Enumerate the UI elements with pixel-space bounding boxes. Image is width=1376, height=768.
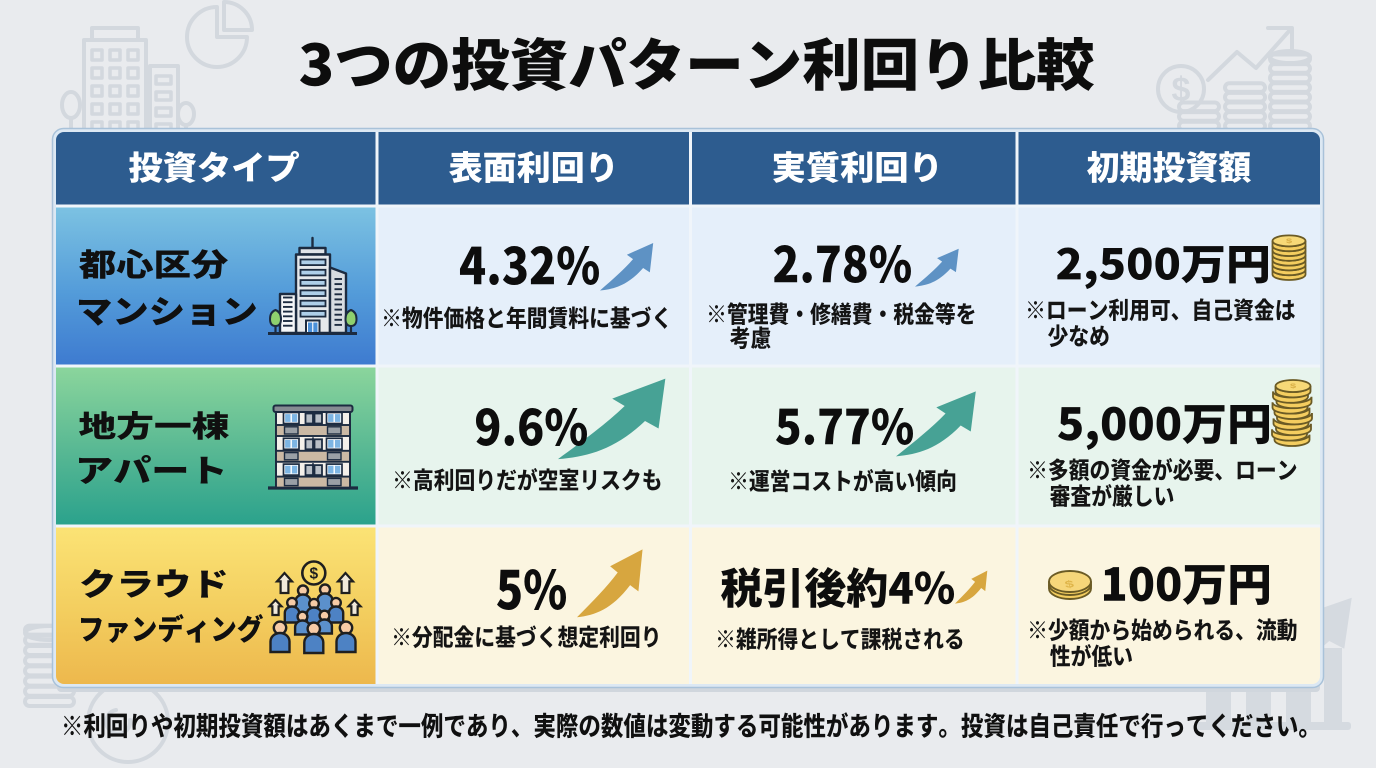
svg-text:$: $: [1286, 237, 1292, 244]
svg-text:$: $: [309, 566, 318, 583]
svg-text:$: $: [1064, 578, 1076, 590]
svg-text:$: $: [1172, 71, 1191, 109]
svg-text:$: $: [1290, 383, 1296, 390]
